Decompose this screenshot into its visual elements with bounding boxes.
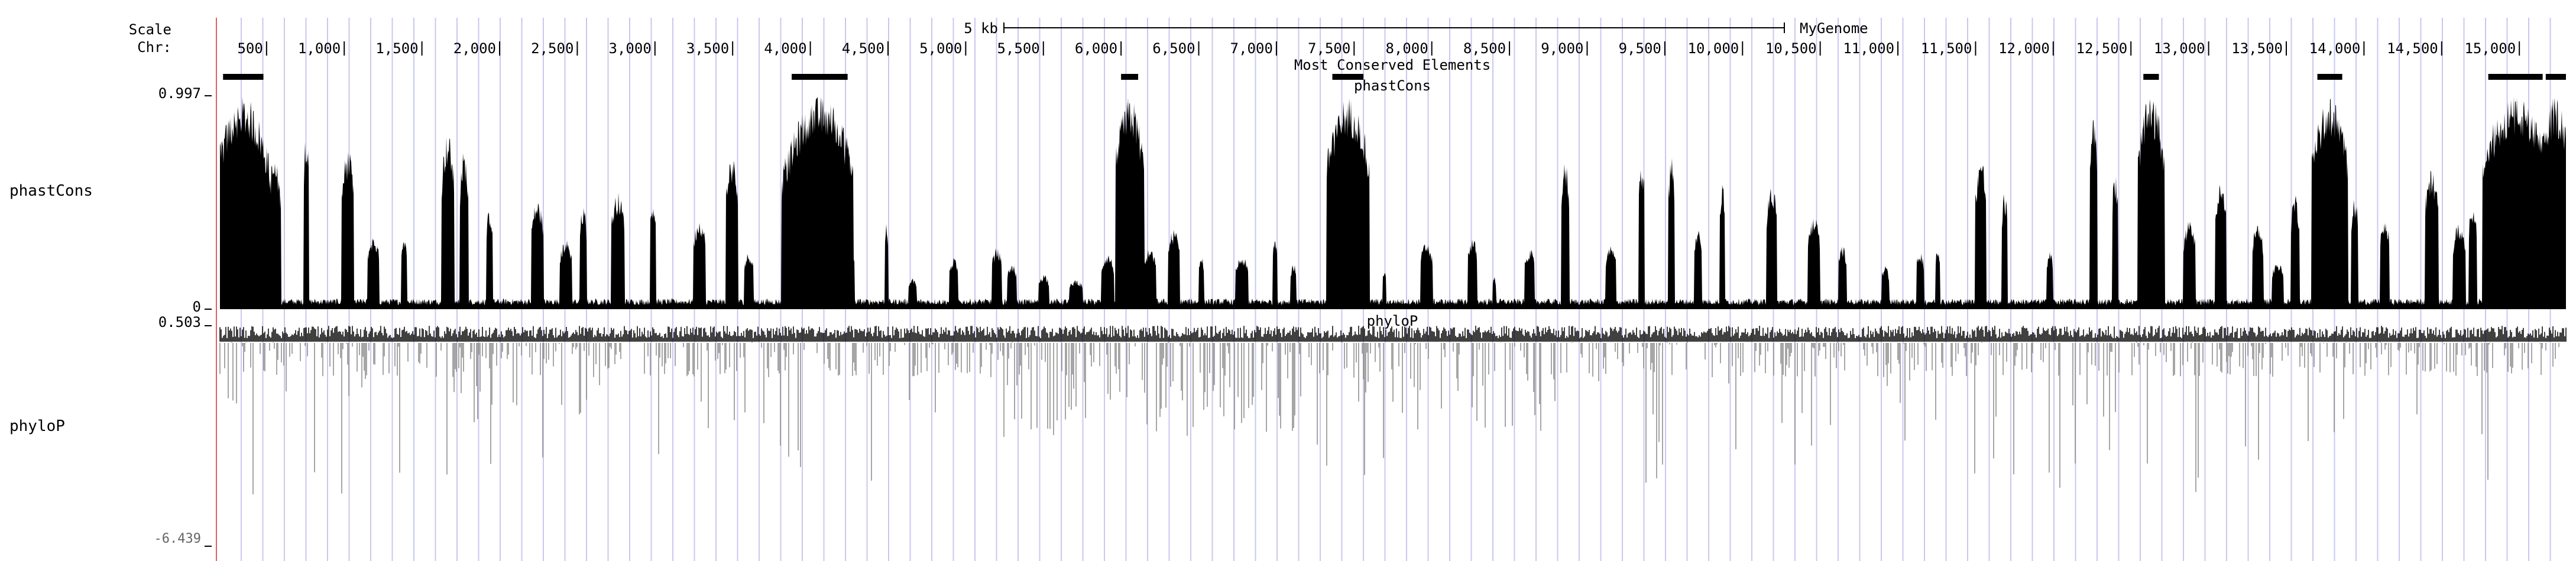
phastcons-ymax-label: 0.997 <box>158 85 201 102</box>
phylop-track[interactable]: phyloP 0.503 -6.439 <box>154 313 2567 547</box>
ruler-position-label: 13,000 <box>2154 40 2205 57</box>
scale-label: Scale <box>129 21 171 38</box>
conserved-element-block[interactable] <box>223 74 264 80</box>
scale-bar-text: 5 kb <box>964 20 998 37</box>
phylop-ymin-label: -6.439 <box>154 531 201 546</box>
ruler-position-label: 5,000 <box>919 40 962 57</box>
most-conserved-title: Most Conserved Elements <box>1294 57 1490 73</box>
phastcons-track[interactable]: phastCons 0.997 0 <box>158 77 2566 315</box>
conserved-element-blocks[interactable] <box>223 74 2566 80</box>
ruler-position-label: 11,500 <box>1921 40 1972 57</box>
phastcons-ymin-label: 0 <box>193 299 201 315</box>
ruler-position-label: 7,500 <box>1308 40 1350 57</box>
ruler-position-label: 8,500 <box>1463 40 1506 57</box>
ruler-position-label: 4,500 <box>842 40 884 57</box>
phylop-positive-signal <box>219 326 2567 342</box>
ruler-ticks: 500 1,000 1,500 2,000 2,500 3,000 3,500 4,000 4,… <box>237 40 2520 57</box>
ruler-position-label: 10,000 <box>1688 40 1739 57</box>
chr-label: Chr: <box>137 39 171 56</box>
ruler-position-label: 9,500 <box>1619 40 1661 57</box>
ruler-position-label: 9,000 <box>1541 40 1583 57</box>
ruler-position-label: 11,000 <box>1843 40 1894 57</box>
ruler-position-label: 10,500 <box>1765 40 1817 57</box>
phastcons-title: phastCons <box>1354 77 1431 94</box>
most-conserved-elements-track[interactable]: Most Conserved Elements <box>223 57 2566 80</box>
ruler-position-label: 5,500 <box>997 40 1039 57</box>
ruler-position-label: 3,500 <box>686 40 729 57</box>
gridlines <box>241 18 2551 561</box>
ruler-position-label: 7,000 <box>1230 40 1273 57</box>
phastcons-side-label[interactable]: phastCons <box>9 182 93 200</box>
ruler-position-label: 2,500 <box>531 40 573 57</box>
conserved-element-block[interactable] <box>2317 74 2342 80</box>
assembly-name: MyGenome <box>1800 20 1868 37</box>
phastcons-signal <box>220 96 2566 309</box>
conserved-element-block[interactable] <box>792 74 848 80</box>
phylop-side-label[interactable]: phyloP <box>9 417 65 435</box>
ruler-position-label: 12,500 <box>2076 40 2128 57</box>
phylop-ymax-label: 0.503 <box>158 314 201 330</box>
ruler-position-label: 1,000 <box>298 40 341 57</box>
ruler-position-label: 1,500 <box>375 40 418 57</box>
ruler-position-label: 14,500 <box>2387 40 2438 57</box>
ruler-position-label: 6,000 <box>1075 40 1117 57</box>
ruler-position-label: 8,000 <box>1385 40 1428 57</box>
conserved-element-block[interactable] <box>2488 74 2543 80</box>
conserved-element-block[interactable] <box>1121 74 1139 80</box>
ruler-position-label: 2,000 <box>453 40 496 57</box>
conserved-element-block[interactable] <box>1332 74 1364 80</box>
ruler-position-label: 4,000 <box>764 40 806 57</box>
ruler-position-label: 15,000 <box>2464 40 2516 57</box>
ruler-position-label: 14,000 <box>2309 40 2361 57</box>
conserved-element-block[interactable] <box>2143 74 2159 80</box>
ruler-position-label: 6,500 <box>1152 40 1195 57</box>
ruler-position-label: 13,500 <box>2231 40 2283 57</box>
conserved-element-block[interactable] <box>2545 74 2566 80</box>
ruler-position-label: 500 <box>237 40 263 57</box>
ruler-position-label: 3,000 <box>609 40 652 57</box>
ruler-position-label: 12,000 <box>1998 40 2050 57</box>
ruler[interactable]: Scale Chr: 5 kb MyGenome 500 1,000 1,500 2,… <box>129 20 2520 57</box>
phylop-negative-signal <box>219 342 2559 495</box>
